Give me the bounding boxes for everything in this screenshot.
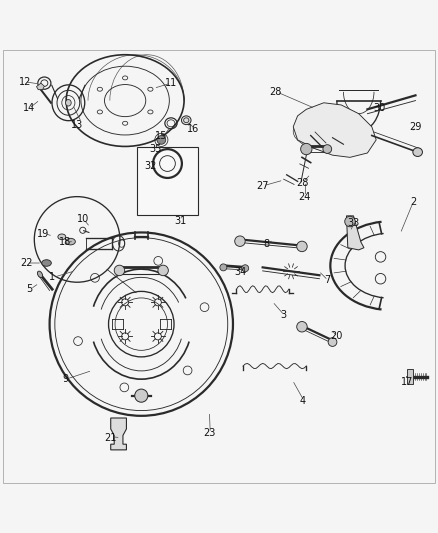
Text: 9: 9 (62, 374, 68, 384)
Polygon shape (293, 103, 376, 157)
Polygon shape (407, 369, 413, 384)
Circle shape (158, 265, 168, 276)
Circle shape (242, 265, 249, 272)
Text: 15: 15 (155, 131, 168, 141)
Text: 35: 35 (149, 143, 162, 154)
Text: 17: 17 (401, 377, 413, 387)
Text: 23: 23 (203, 429, 215, 438)
Circle shape (328, 338, 337, 346)
Circle shape (297, 241, 307, 252)
Text: 28: 28 (269, 87, 282, 97)
Circle shape (135, 389, 148, 402)
Text: 12: 12 (18, 77, 31, 87)
Ellipse shape (66, 238, 75, 245)
Text: 28: 28 (296, 177, 308, 188)
Text: 20: 20 (330, 332, 342, 341)
Ellipse shape (37, 271, 42, 278)
Ellipse shape (42, 260, 51, 266)
Text: 30: 30 (374, 103, 386, 114)
Text: 19: 19 (37, 229, 49, 239)
Text: 18: 18 (59, 238, 71, 247)
Circle shape (345, 216, 355, 227)
Text: 22: 22 (20, 258, 32, 268)
Text: 1: 1 (49, 272, 55, 282)
Text: 32: 32 (144, 161, 156, 171)
Text: 31: 31 (174, 216, 187, 225)
Ellipse shape (66, 100, 71, 106)
Circle shape (114, 265, 125, 276)
Text: 33: 33 (347, 218, 360, 228)
Text: 2: 2 (410, 197, 417, 207)
Text: 7: 7 (324, 276, 330, 286)
Text: 10: 10 (77, 214, 89, 224)
Text: 3: 3 (281, 310, 287, 320)
Circle shape (300, 143, 312, 155)
Text: 21: 21 (105, 433, 117, 442)
Polygon shape (36, 83, 44, 90)
Text: 11: 11 (165, 78, 177, 88)
Ellipse shape (58, 234, 66, 240)
Bar (137, 147, 198, 215)
Circle shape (235, 236, 245, 246)
Text: 13: 13 (71, 119, 83, 130)
Text: 29: 29 (409, 122, 422, 132)
Circle shape (157, 135, 166, 144)
Polygon shape (346, 216, 364, 250)
Text: 16: 16 (187, 124, 199, 134)
Text: 5: 5 (26, 284, 32, 294)
Text: 27: 27 (256, 181, 269, 191)
Circle shape (297, 321, 307, 332)
Text: 24: 24 (298, 192, 311, 201)
Text: 34: 34 (234, 266, 246, 277)
Ellipse shape (413, 148, 423, 157)
Text: 4: 4 (300, 396, 306, 406)
Text: 14: 14 (23, 103, 35, 114)
Circle shape (220, 264, 227, 271)
Ellipse shape (181, 116, 191, 125)
Polygon shape (111, 418, 127, 450)
Text: 8: 8 (263, 239, 269, 249)
Circle shape (323, 144, 332, 154)
